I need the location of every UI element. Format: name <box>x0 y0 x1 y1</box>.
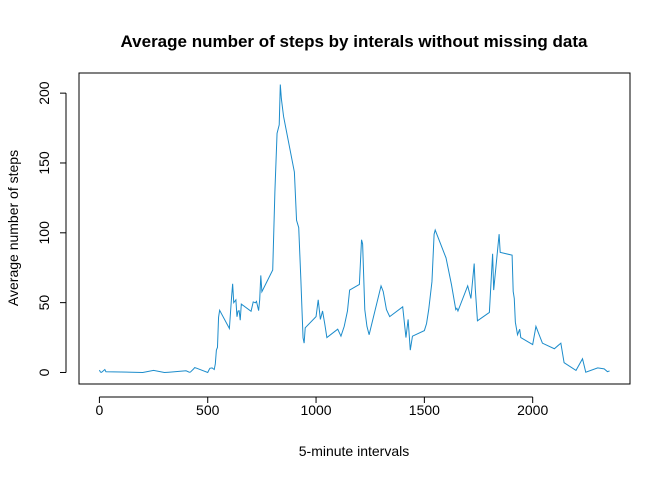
y-tick-label: 100 <box>36 221 52 245</box>
x-tick-label: 1500 <box>409 402 440 418</box>
y-tick-label: 50 <box>36 295 52 311</box>
x-axis-label: 5-minute intervals <box>299 443 410 459</box>
y-axis-label: Average number of steps <box>5 150 21 306</box>
chart-title: Average number of steps by interals with… <box>121 32 589 51</box>
x-tick-label: 1000 <box>300 402 331 418</box>
y-tick-label: 150 <box>36 151 52 175</box>
y-tick-label: 200 <box>36 81 52 105</box>
data-line <box>98 84 610 374</box>
x-tick-label: 0 <box>96 402 104 418</box>
x-tick-label: 500 <box>196 402 220 418</box>
x-tick-label: 2000 <box>517 402 548 418</box>
y-tick-label: 0 <box>36 368 52 376</box>
plot-box <box>78 72 631 385</box>
